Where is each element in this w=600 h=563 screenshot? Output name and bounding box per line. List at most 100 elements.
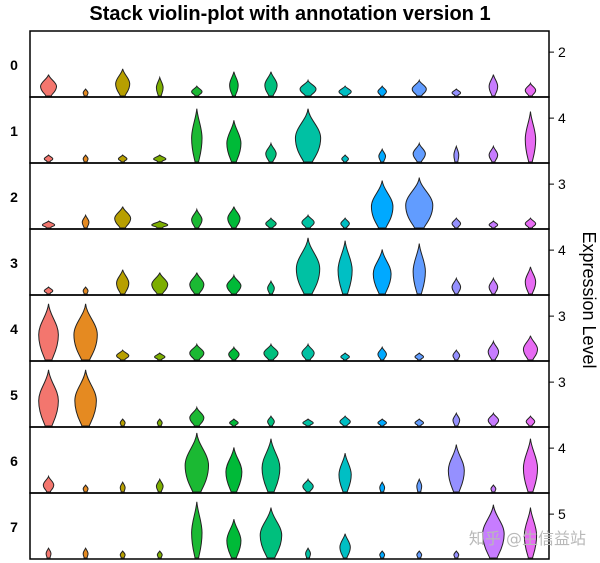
violin-c4-g8 [301, 342, 315, 361]
axis-tick-label: 2 [558, 44, 566, 60]
violin-c1-g3 [117, 154, 128, 163]
violin-c2-g13 [488, 220, 499, 229]
violin-c5-g7 [267, 415, 275, 427]
violin-c3-g13 [488, 276, 499, 295]
violin-c5-g3 [119, 418, 126, 427]
violin-c5-g13 [487, 411, 500, 427]
chart-title: Stack violin-plot with annotation versio… [89, 3, 490, 25]
violin-c6-g4 [155, 477, 164, 493]
cluster-label: 5 [10, 387, 18, 403]
violin-c5-g12 [452, 411, 461, 427]
violin-c1-g13 [488, 144, 499, 163]
cluster-label: 2 [10, 189, 18, 205]
violin-c7-g4 [156, 550, 163, 559]
cluster-label: 0 [10, 57, 18, 73]
row-panel [29, 426, 550, 494]
violin-row-1: 14 [10, 96, 566, 164]
violin-c7-g9 [339, 533, 351, 559]
violin-c2-g8 [301, 213, 315, 229]
row-panel [29, 492, 550, 560]
row-panel [29, 360, 550, 428]
violin-c2-g3 [114, 206, 132, 229]
violin-c5-g8 [302, 418, 314, 427]
violin-c1-g9 [341, 154, 349, 163]
violin-c0-g6 [229, 71, 239, 97]
violin-c4-g13 [487, 339, 500, 361]
violin-c5-g2 [74, 369, 97, 427]
violin-c4-g11 [414, 352, 425, 361]
violin-c7-g3 [119, 550, 126, 559]
violin-c5-g10 [377, 418, 387, 427]
violin-c2-g14 [524, 217, 537, 229]
violin-c0-g7 [264, 71, 278, 97]
violin-c0-g1 [40, 74, 58, 97]
violin-row-0: 02 [10, 30, 566, 98]
violin-c3-g8 [295, 237, 321, 295]
violin-c2-g12 [451, 217, 462, 229]
violin-c5-g6 [229, 418, 239, 427]
violin-c7-g10 [379, 550, 386, 559]
violin-c5-g5 [189, 405, 205, 427]
violin-c6-g8 [302, 477, 314, 493]
violin-c3-g6 [226, 273, 242, 295]
cluster-label: 4 [10, 321, 18, 337]
violin-c3-g11 [412, 243, 426, 295]
violin-c3-g10 [372, 249, 392, 295]
violin-c6-g9 [338, 453, 352, 493]
violin-c3-g14 [524, 266, 537, 295]
violin-c6-g13 [490, 484, 497, 493]
violin-row-4: 43 [10, 294, 566, 362]
violin-c6-g12 [447, 444, 465, 493]
violin-c6-g5 [184, 432, 210, 493]
violin-c7-g2 [82, 547, 89, 559]
violin-row-6: 64 [10, 426, 566, 494]
violin-c5-g14 [525, 415, 536, 427]
violin-c3-g3 [116, 269, 130, 295]
row-panel [29, 30, 550, 98]
violin-c6-g6 [225, 447, 243, 493]
violin-c0-g12 [451, 88, 462, 97]
violin-c0-g10 [377, 85, 387, 97]
violin-c7-g14 [523, 507, 538, 559]
violin-c5-g9 [339, 415, 351, 427]
violin-c4-g6 [228, 345, 240, 361]
violin-c4-g4 [154, 352, 166, 361]
violin-c7-g8 [305, 547, 311, 559]
violin-c7-g5 [191, 501, 203, 559]
violin-c4-g10 [377, 345, 387, 361]
violin-c3-g7 [267, 279, 275, 295]
violin-c1-g7 [265, 141, 277, 163]
cluster-label: 1 [10, 123, 18, 139]
violin-c6-g11 [416, 477, 423, 493]
axis-tick-label: 5 [558, 506, 566, 522]
violin-c2-g1 [41, 220, 56, 229]
violin-c6-g14 [522, 438, 539, 493]
row-panel [29, 96, 550, 164]
violin-c6-g2 [82, 484, 89, 493]
violin-c3-g5 [189, 272, 205, 295]
violin-c4-g5 [189, 342, 205, 361]
violin-c0-g3 [115, 68, 131, 97]
violin-c0-g4 [155, 75, 164, 97]
violin-c0-g9 [338, 85, 352, 97]
violin-c4-g7 [263, 342, 279, 361]
violin-c3-g9 [337, 240, 353, 295]
violin-c0-g2 [82, 88, 89, 97]
violin-row-3: 34 [10, 228, 566, 296]
violin-c0-g14 [524, 81, 537, 97]
violin-c4-g14 [522, 335, 539, 361]
violin-c2-g2 [81, 213, 90, 229]
violin-c0-g11 [411, 78, 427, 97]
violin-c4-g2 [73, 303, 98, 361]
violin-c7-g7 [259, 507, 283, 559]
violin-c1-g2 [82, 154, 89, 163]
violin-c7-g13 [482, 504, 505, 559]
violin-c6-g3 [119, 481, 126, 493]
violin-c7-g12 [453, 550, 460, 559]
violin-c2-g11 [405, 177, 434, 229]
y-axis-label: Expression Level [579, 231, 599, 368]
violin-c7-g1 [45, 547, 52, 559]
violin-c2-g10 [370, 180, 394, 229]
